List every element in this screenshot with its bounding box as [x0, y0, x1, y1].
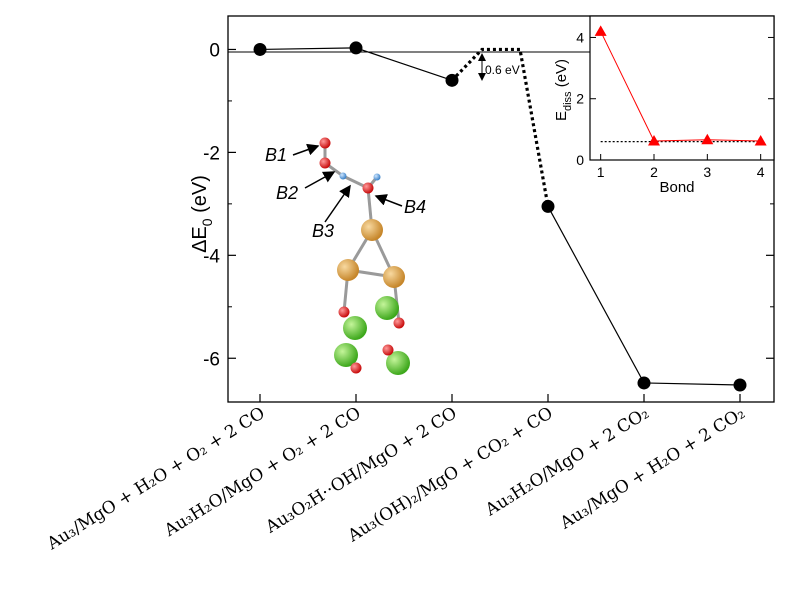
- y-tick-label: 0: [209, 40, 220, 61]
- bond-arrows: [292, 143, 403, 223]
- bond-label-b3: B3: [312, 221, 334, 241]
- inset-series-points: [594, 25, 767, 146]
- data-point: [733, 378, 747, 392]
- energy-profile-points: [253, 41, 747, 392]
- gold-atom: [383, 266, 405, 288]
- inset-background: [590, 16, 774, 160]
- magnesium-atom: [334, 343, 358, 367]
- oxygen-atom: [393, 317, 405, 329]
- magnesium-atom: [343, 316, 367, 340]
- hydrogen-atom: [339, 172, 347, 180]
- inset-axis-ticks: 0 2 4 1 2 3 4: [576, 29, 774, 180]
- y-tick-label: -4: [203, 246, 220, 267]
- y-axis-label: ΔE0 (eV): [189, 175, 215, 253]
- inset-data-point: [594, 25, 607, 36]
- oxygen-atom: [382, 344, 394, 356]
- magnesium-atom: [386, 351, 410, 375]
- profile-segment: [643, 382, 741, 386]
- category-label: Au₃H₂O/MgO + 2 CO₂: [481, 403, 652, 520]
- inset-segment: [707, 139, 761, 142]
- inset-x-tick-label: 3: [703, 164, 711, 180]
- energy-profile-lines: [259, 47, 741, 386]
- inset-y-axis-label: Ediss (eV): [553, 59, 574, 121]
- inset-y-tick-label: 2: [576, 91, 584, 107]
- inset-y-tick-label: 4: [576, 29, 584, 45]
- data-point: [541, 199, 555, 213]
- oxygen-atom: [319, 137, 331, 149]
- y-tick-label: -2: [203, 143, 220, 164]
- y-tick-label: -6: [203, 349, 220, 370]
- profile-segment: [355, 47, 453, 81]
- data-point: [253, 42, 267, 56]
- hydrogen-atom: [373, 173, 381, 181]
- inset-segment: [600, 31, 655, 142]
- oxygen-atom: [319, 157, 331, 169]
- oxygen-atom: [350, 362, 362, 374]
- inset-data-point: [754, 135, 767, 146]
- barrier-label: 0.6 eV: [485, 63, 520, 77]
- inset-data-point: [701, 133, 714, 145]
- inset-chart: 0 2 4 1 2 3 4 Bond Ediss (eV): [553, 15, 775, 196]
- inset-x-tick-label: 2: [650, 164, 658, 180]
- category-label: Au₃/MgO + H₂O + 2 CO₂: [556, 403, 749, 534]
- magnesium-atom: [375, 296, 399, 320]
- data-point: [349, 41, 363, 55]
- inset-segment: [653, 139, 708, 142]
- barrier-annotation: 0.6 eV: [478, 53, 520, 81]
- bond-label-b2: B2: [276, 183, 298, 203]
- inset-frame: [589, 15, 775, 161]
- main-plot-frame: [227, 15, 775, 403]
- inset-x-tick-label: 1: [597, 164, 605, 180]
- inset-series-line: [600, 31, 761, 142]
- inset-x-tick-label: 4: [757, 164, 765, 180]
- inset-data-point: [648, 135, 660, 146]
- bond-label-b4: B4: [404, 197, 426, 217]
- data-point: [445, 73, 459, 87]
- bond-label-b1: B1: [265, 145, 287, 165]
- y-axis-ticks: 0 -2 -4 -6: [203, 40, 774, 370]
- oxygen-atom: [338, 306, 350, 318]
- profile-segment: [547, 206, 645, 384]
- profile-segment: [259, 47, 357, 51]
- x-axis-ticks: [259, 394, 741, 402]
- gold-atom: [337, 259, 359, 281]
- molecular-structure: B1 B2 B3 B4: [265, 137, 426, 375]
- inset-x-axis-label: Bond: [659, 179, 694, 196]
- gold-atom: [361, 219, 383, 241]
- oxygen-atom: [362, 182, 374, 194]
- data-point: [637, 376, 651, 390]
- inset-y-tick-label: 0: [576, 152, 584, 168]
- barrier-dotted-path: [450, 47, 550, 207]
